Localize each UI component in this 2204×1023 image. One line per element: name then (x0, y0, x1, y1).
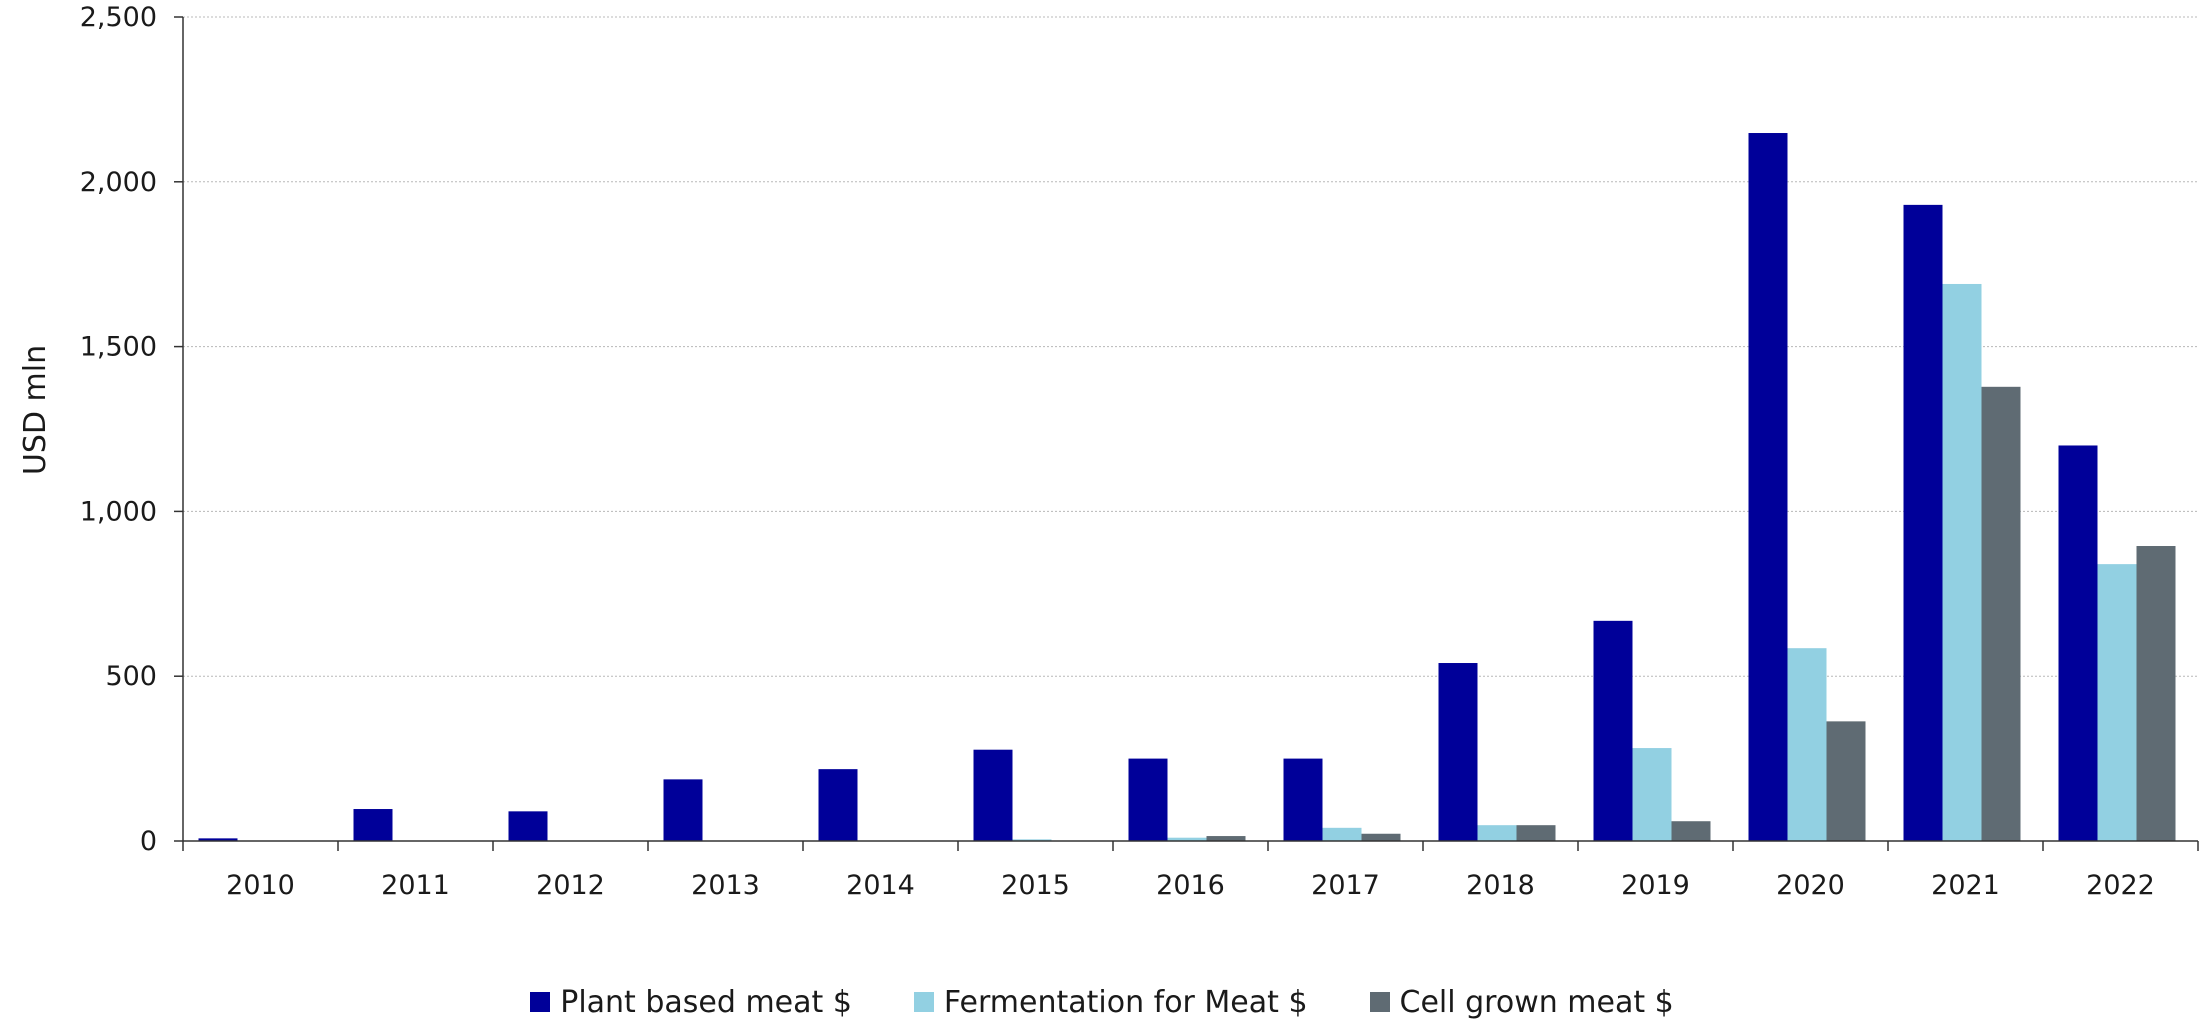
bar-plant-2017 (1283, 758, 1323, 841)
x-tick-label: 2017 (1311, 870, 1380, 901)
x-tick-label: 2014 (846, 870, 915, 901)
bar-cell-2020 (1826, 721, 1866, 841)
legend-label-cell-grown: Cell grown meat $ (1399, 984, 1674, 1020)
bar-plant-2018 (1438, 663, 1478, 841)
x-tick-label: 2012 (536, 870, 605, 901)
bar-plant-2021 (1903, 204, 1943, 841)
bar-plant-2016 (1128, 758, 1168, 841)
x-tick-label: 2018 (1466, 870, 1535, 901)
y-tick-label: 0 (140, 826, 157, 857)
legend-item-fermentation: Fermentation for Meat $ (913, 984, 1308, 1020)
bar-fermentation-2020 (1787, 648, 1827, 841)
y-tick-label: 1,500 (80, 332, 157, 363)
bars (198, 133, 2176, 842)
x-tick-label: 2015 (1001, 870, 1070, 901)
bar-fermentation-2015 (1012, 839, 1052, 841)
bar-fermentation-2018 (1477, 825, 1517, 841)
x-tick-label: 2016 (1156, 870, 1225, 901)
legend-swatch-fermentation (913, 992, 934, 1012)
bar-fermentation-2021 (1942, 283, 1982, 841)
legend-item-cell-grown: Cell grown meat $ (1369, 984, 1674, 1020)
axes (174, 16, 2199, 851)
x-tick-label: 2021 (1931, 870, 2000, 901)
bar-fermentation-2016 (1167, 837, 1207, 841)
bar-plant-2013 (663, 779, 703, 841)
x-tick-label: 2019 (1621, 870, 1690, 901)
bar-cell-2016 (1206, 836, 1246, 841)
y-tick-label: 500 (105, 661, 157, 692)
x-tick-label: 2022 (2086, 870, 2155, 901)
bar-plant-2020 (1748, 133, 1788, 842)
y-axis-title: USD mln (18, 345, 53, 475)
y-tick-labels: 0 500 1,000 1,500 2,000 2,500 (80, 2, 157, 857)
x-tick-label: 2011 (381, 870, 450, 901)
x-tick-label: 2020 (1776, 870, 1845, 901)
y-tick-label: 1,000 (80, 496, 157, 527)
bar-plant-2015 (973, 749, 1013, 841)
bar-cell-2021 (1981, 386, 2021, 841)
legend-item-plant-based: Plant based meat $ (530, 985, 852, 1020)
bar-plant-2014 (818, 769, 858, 841)
bar-cell-2022 (2136, 546, 2176, 841)
x-tick-labels: 2010 2011 2012 2013 2014 2015 2016 2017 2018 2019… (226, 870, 2155, 901)
legend: Plant based meat $ Fermentation for Meat… (0, 982, 2204, 1022)
legend-swatch-plant-based (530, 992, 551, 1012)
bar-plant-2012 (508, 811, 548, 841)
bar-plant-2011 (353, 809, 393, 841)
bar-plant-2022 (2058, 445, 2098, 841)
gridlines (183, 16, 2198, 677)
bar-fermentation-2017 (1322, 827, 1362, 841)
bar-plant-2019 (1593, 620, 1633, 841)
bar-cell-2017 (1361, 833, 1401, 841)
legend-swatch-cell-grown (1369, 992, 1390, 1012)
bar-fermentation-2022 (2097, 564, 2137, 841)
x-tick-label: 2010 (226, 870, 295, 901)
bar-cell-2019 (1671, 821, 1711, 841)
bar-fermentation-2019 (1632, 748, 1672, 841)
x-tick-label: 2013 (691, 870, 760, 901)
y-tick-label: 2,500 (80, 2, 157, 33)
bar-cell-2018 (1516, 825, 1556, 841)
bar-plant-2010 (198, 838, 238, 841)
y-tick-label: 2,000 (80, 167, 157, 198)
legend-label-plant-based: Plant based meat $ (560, 984, 852, 1020)
legend-label-fermentation: Fermentation for Meat $ (943, 984, 1308, 1020)
